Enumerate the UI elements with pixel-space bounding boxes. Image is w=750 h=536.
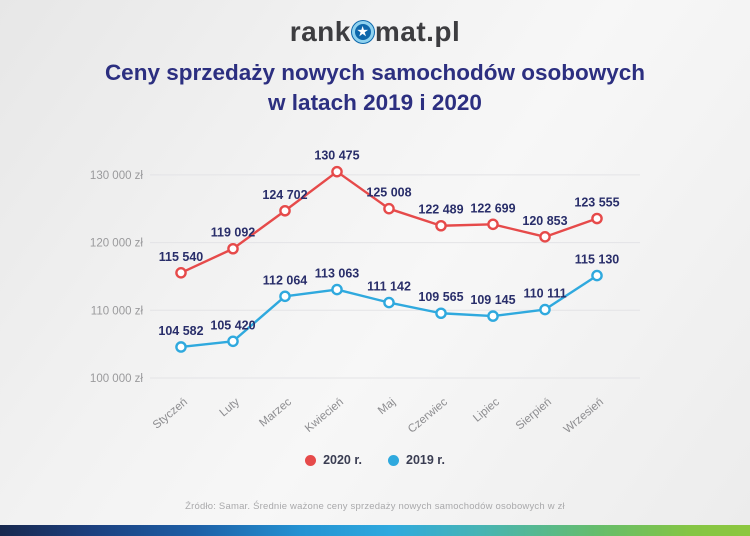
data-point-label: 109 565 xyxy=(418,290,463,304)
data-point xyxy=(591,269,603,282)
data-point-label: 104 582 xyxy=(158,324,203,338)
y-axis-tick-label: 100 000 zł xyxy=(90,373,144,385)
data-point xyxy=(487,310,499,322)
star-icon: ★ xyxy=(357,24,369,39)
data-point xyxy=(227,242,239,255)
legend-dot-2019 xyxy=(388,454,399,466)
star-circle-icon: ★ xyxy=(351,21,374,43)
data-point xyxy=(279,204,291,217)
data-point xyxy=(591,212,603,225)
data-point-label: 123 555 xyxy=(574,196,619,210)
data-point-label: 105 420 xyxy=(210,318,255,332)
data-point-label: 115 540 xyxy=(159,250,204,264)
data-point xyxy=(279,290,291,303)
data-point xyxy=(175,266,187,279)
data-point-label: 120 853 xyxy=(522,214,567,228)
data-point xyxy=(331,283,343,296)
legend-label-2019: 2019 r. xyxy=(406,453,445,467)
x-axis-tick-label: Marzec xyxy=(257,396,294,430)
data-point xyxy=(383,296,395,309)
legend-label-2020: 2020 r. xyxy=(323,453,362,467)
data-point xyxy=(435,307,447,320)
x-axis-tick-label: Luty xyxy=(218,396,243,419)
x-axis-tick-label: Wrzesień xyxy=(562,396,606,436)
data-point-label: 109 145 xyxy=(470,293,515,307)
data-point-label: 124 702 xyxy=(262,188,307,202)
data-point-label: 122 489 xyxy=(418,203,463,217)
data-point xyxy=(175,341,187,353)
x-axis-tick-label: Sierpień xyxy=(514,396,554,432)
page-title-line1: Ceny sprzedaży nowych samochodów osobowy… xyxy=(104,60,646,85)
x-axis-tick-label: Styczeń xyxy=(151,396,190,431)
rankomat-logo: rank ★ mat.pl xyxy=(0,16,750,48)
data-point xyxy=(435,219,447,232)
legend-item-2019: 2019 r. xyxy=(388,453,445,467)
data-point-label: 130 475 xyxy=(314,149,359,163)
x-axis-tick-label: Maj xyxy=(376,396,398,417)
page-title-line2: w latach 2019 i 2020 xyxy=(268,89,482,115)
data-point-label: 122 699 xyxy=(470,201,515,215)
y-axis-tick-label: 110 000 zł xyxy=(91,305,144,317)
y-axis-tick-label: 120 000 zł xyxy=(90,238,144,250)
page-title: Ceny sprzedaży nowych samochodów osobowy… xyxy=(0,58,750,117)
data-point xyxy=(487,218,499,231)
logo-text-suffix: mat.pl xyxy=(374,16,461,47)
legend-item-2020: 2020 r. xyxy=(305,453,362,467)
chart-legend: 2020 r. 2019 r. xyxy=(0,453,750,467)
data-point-label: 110 111 xyxy=(523,287,566,301)
x-axis-tick-label: Czerwiec xyxy=(406,396,450,436)
logo-text-prefix: rank xyxy=(289,16,351,47)
data-point xyxy=(227,335,239,348)
data-point-label: 125 008 xyxy=(366,186,411,200)
data-point-label: 112 064 xyxy=(263,273,308,287)
source-note: Źródło: Samar. Średnie ważone ceny sprze… xyxy=(185,501,565,512)
brand-gradient-bar xyxy=(0,525,750,536)
x-axis-tick-label: Lipiec xyxy=(471,396,502,425)
line-chart: 100 000 zł 110 000 zł 120 000 zł 130 000 zł… xyxy=(90,149,640,436)
data-point-label: 119 092 xyxy=(211,226,256,240)
data-point xyxy=(539,303,551,316)
data-point xyxy=(539,231,551,243)
legend-dot-2020 xyxy=(305,454,317,466)
data-point-label: 115 130 xyxy=(575,253,620,267)
data-point-label: 111 142 xyxy=(367,280,411,294)
data-point xyxy=(331,165,343,178)
y-axis-tick-label: 130 000 zł xyxy=(90,170,144,182)
data-point xyxy=(383,202,395,215)
x-axis-tick-label: Kwiecień xyxy=(303,396,346,435)
data-point-label: 113 063 xyxy=(315,267,360,281)
